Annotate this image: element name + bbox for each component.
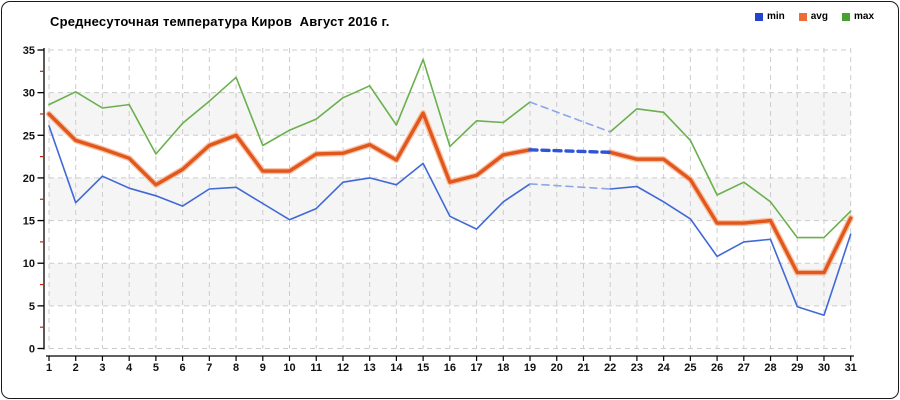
y-tick-label: 15 bbox=[23, 216, 35, 228]
y-tick-label: 25 bbox=[23, 130, 35, 142]
x-tick-label: 30 bbox=[818, 362, 830, 374]
x-tick-label: 12 bbox=[337, 362, 349, 374]
avg-swatch-icon bbox=[798, 12, 807, 21]
x-tick-label: 19 bbox=[524, 362, 536, 374]
avg-line bbox=[46, 110, 854, 276]
legend-item-min[interactable]: min bbox=[754, 11, 785, 22]
x-tick-label: 3 bbox=[99, 362, 105, 374]
y-tick-label: 5 bbox=[29, 301, 35, 313]
x-tick-label: 15 bbox=[417, 362, 429, 374]
x-tick-label: 10 bbox=[283, 362, 295, 374]
x-tick-label: 16 bbox=[444, 362, 456, 374]
chart-title: Среднесуточная температура Киров Август … bbox=[50, 14, 390, 29]
y-tick-label: 30 bbox=[23, 88, 35, 100]
min-swatch-icon bbox=[754, 12, 763, 21]
x-tick-label: 23 bbox=[631, 362, 643, 374]
x-tick-label: 28 bbox=[764, 362, 776, 374]
x-tick-label: 29 bbox=[791, 362, 803, 374]
min-line bbox=[48, 125, 852, 317]
y-tick-label: 0 bbox=[29, 344, 35, 356]
avg-gap-dashed-line bbox=[528, 148, 612, 155]
y-axis: 0 5 10 15 20 25 30 35 bbox=[23, 45, 45, 356]
y-tick-label: 20 bbox=[23, 173, 35, 185]
x-tick-label: 13 bbox=[364, 362, 376, 374]
max-gap-dashed-line bbox=[529, 101, 612, 133]
x-tick-label: 11 bbox=[310, 362, 322, 374]
x-tick-label: 18 bbox=[497, 362, 509, 374]
max-line bbox=[48, 58, 852, 239]
x-tick-label: 31 bbox=[845, 362, 857, 374]
x-tick-label: 26 bbox=[711, 362, 723, 374]
y-tick-label: 35 bbox=[23, 45, 35, 57]
x-tick-label: 5 bbox=[153, 362, 159, 374]
x-tick-label: 8 bbox=[233, 362, 239, 374]
x-tick-label: 6 bbox=[180, 362, 186, 374]
legend-label-max: max bbox=[853, 11, 874, 22]
x-axis: 1 2 3 4 5 6 7 8 9 10 11 12 13 14 15 16 17 18 19 20 21 22 23 24 2… bbox=[46, 355, 857, 374]
x-tick-label: 7 bbox=[206, 362, 212, 374]
y-tick-label: 10 bbox=[23, 258, 35, 270]
x-tick-label: 22 bbox=[604, 362, 616, 374]
x-tick-label: 21 bbox=[577, 362, 589, 374]
x-tick-label: 9 bbox=[260, 362, 266, 374]
x-tick-label: 25 bbox=[684, 362, 696, 374]
legend-item-avg[interactable]: avg bbox=[798, 11, 828, 22]
x-tick-label: 1 bbox=[46, 362, 52, 374]
legend-label-avg: avg bbox=[810, 11, 828, 22]
min-gap-dashed-line bbox=[529, 183, 612, 190]
x-tick-label: 4 bbox=[126, 362, 133, 374]
legend: min avg max bbox=[754, 11, 874, 22]
max-swatch-icon bbox=[841, 12, 850, 21]
x-tick-label: 27 bbox=[738, 362, 750, 374]
x-tick-label: 24 bbox=[658, 362, 671, 374]
legend-label-min: min bbox=[766, 11, 785, 22]
x-tick-label: 2 bbox=[73, 362, 79, 374]
x-tick-label: 20 bbox=[551, 362, 563, 374]
x-tick-label: 17 bbox=[470, 362, 482, 374]
x-tick-label: 14 bbox=[390, 362, 403, 374]
legend-item-max[interactable]: max bbox=[841, 11, 874, 22]
